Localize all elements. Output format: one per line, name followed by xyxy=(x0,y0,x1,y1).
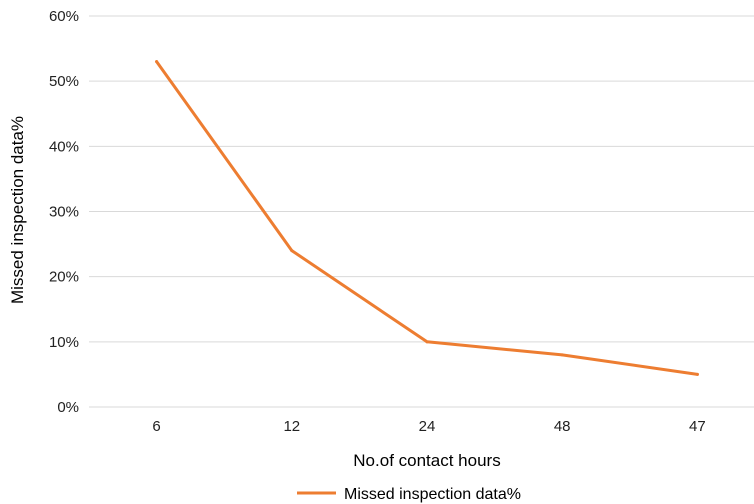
legend-label: Missed inspection data% xyxy=(344,486,521,503)
x-tick-label: 47 xyxy=(689,418,706,435)
y-tick-labels: 0% 10% 20% 30% 40% 50% 60% xyxy=(49,8,79,416)
y-tick-label: 50% xyxy=(49,73,79,90)
data-point xyxy=(425,340,429,344)
y-tick-label: 0% xyxy=(57,399,79,416)
data-point xyxy=(155,60,159,64)
y-tick-label: 60% xyxy=(49,8,79,25)
x-tick-label: 12 xyxy=(283,418,300,435)
gridlines xyxy=(89,15,754,408)
y-axis-title: Missed inspection data% xyxy=(8,116,27,304)
y-tick-label: 20% xyxy=(49,269,79,286)
data-point xyxy=(695,372,699,376)
data-point xyxy=(560,353,564,357)
x-tick-label: 24 xyxy=(419,418,436,435)
x-tick-label: 6 xyxy=(152,418,160,435)
series-line xyxy=(155,60,699,376)
series-lines xyxy=(155,60,699,376)
x-tick-label: 48 xyxy=(554,418,571,435)
y-tick-label: 10% xyxy=(49,334,79,351)
y-tick-label: 40% xyxy=(49,138,79,155)
x-tick-labels: 6 12 24 48 47 xyxy=(152,418,705,435)
x-axis-title: No.of contact hours xyxy=(353,451,500,470)
data-point xyxy=(290,249,294,253)
legend: Missed inspection data% xyxy=(297,486,521,503)
y-tick-label: 30% xyxy=(49,204,79,221)
